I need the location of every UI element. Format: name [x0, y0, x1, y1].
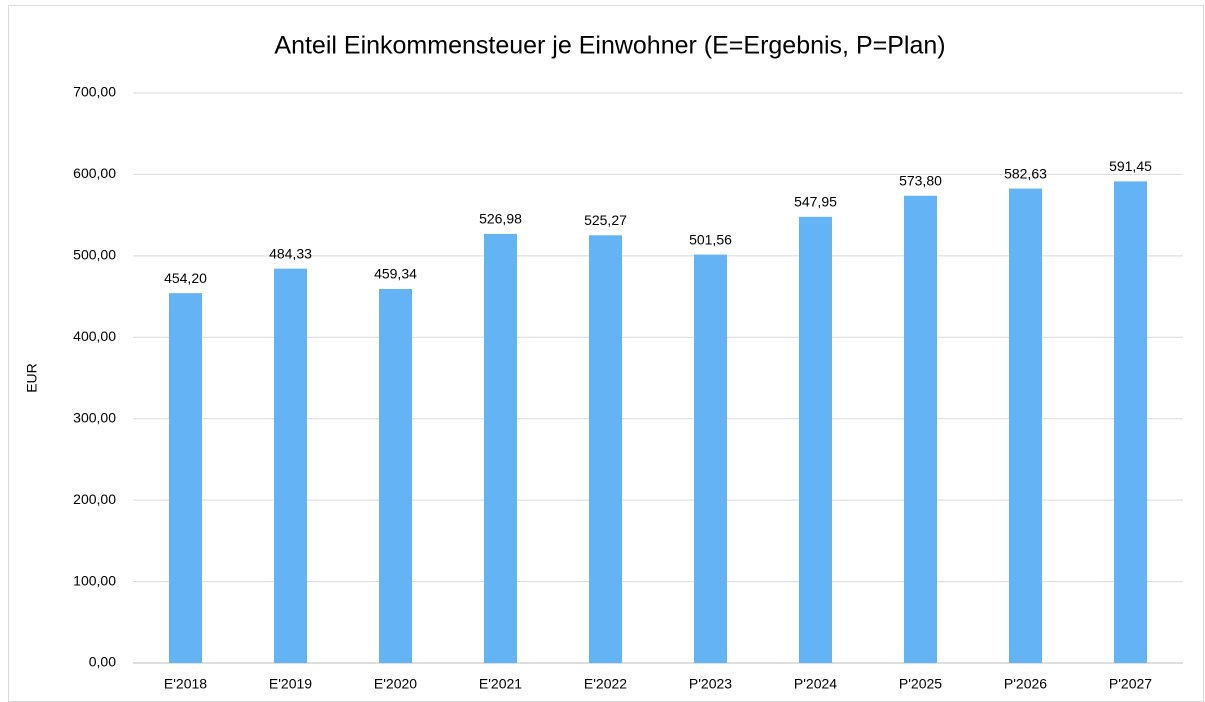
x-tick-label: P'2024 — [794, 676, 837, 692]
data-label: 501,56 — [689, 231, 732, 247]
bar — [799, 216, 832, 664]
data-label: 525,27 — [584, 212, 627, 228]
bar — [169, 293, 202, 663]
data-label: 454,20 — [164, 270, 207, 286]
bar — [904, 195, 937, 663]
chart-title: Anteil Einkommensteuer je Einwohner (E=E… — [274, 32, 945, 60]
y-tick-label: 700,00 — [73, 84, 116, 100]
data-label: 484,33 — [269, 245, 312, 261]
x-tick-label: P'2025 — [899, 676, 942, 692]
data-label: 582,63 — [1004, 165, 1047, 181]
y-tick-label: 100,00 — [73, 572, 116, 588]
x-tick-label: P'2027 — [1109, 676, 1152, 692]
bar — [694, 254, 727, 663]
data-label: 573,80 — [899, 172, 942, 188]
x-tick-label: E'2021 — [479, 676, 522, 692]
data-label: 547,95 — [794, 194, 837, 210]
y-tick-label: 400,00 — [73, 328, 116, 344]
y-tick-label: 300,00 — [73, 409, 116, 425]
bar — [589, 235, 622, 663]
bar — [1114, 181, 1147, 663]
bar — [379, 288, 412, 663]
bar — [274, 268, 307, 663]
y-tick-label: 500,00 — [73, 247, 116, 263]
x-tick-label: P'2023 — [689, 676, 732, 692]
y-tick-label: 600,00 — [73, 165, 116, 181]
data-label: 459,34 — [374, 266, 417, 282]
x-tick-label: E'2019 — [269, 676, 312, 692]
x-tick-label: P'2026 — [1004, 676, 1047, 692]
bar — [1009, 188, 1042, 664]
data-label: 591,45 — [1109, 158, 1152, 174]
x-tick-label: E'2018 — [164, 676, 207, 692]
y-tick-label: 200,00 — [73, 491, 116, 507]
x-tick-label: E'2020 — [374, 676, 417, 692]
bar — [484, 233, 517, 664]
x-tick-label: E'2022 — [584, 676, 627, 692]
y-axis-label: EUR — [24, 363, 40, 393]
data-label: 526,98 — [479, 211, 522, 227]
y-tick-label: 0,00 — [89, 654, 116, 670]
